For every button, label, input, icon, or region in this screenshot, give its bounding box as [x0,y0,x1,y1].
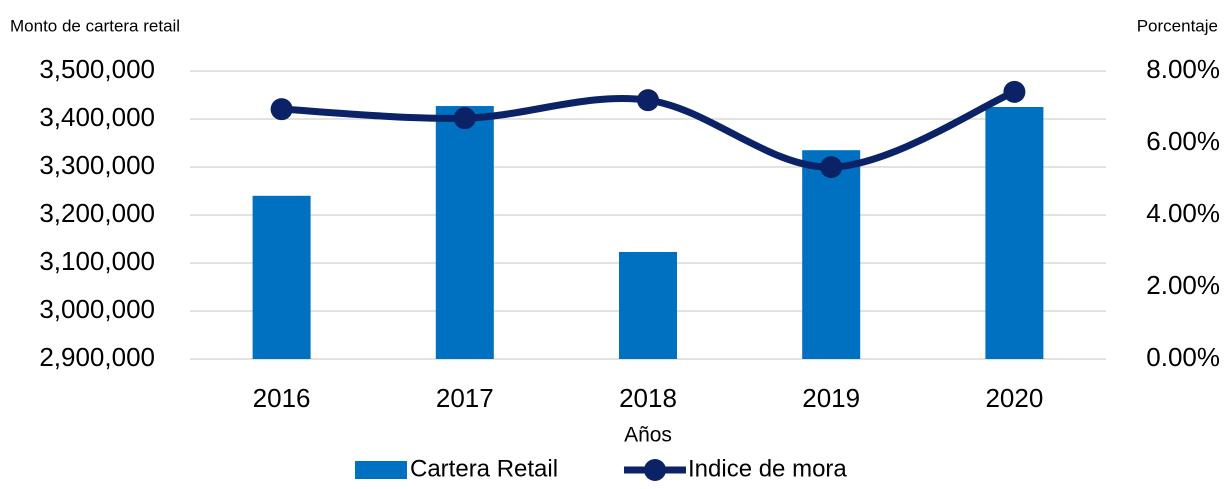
marker [453,107,476,130]
y-tick-label: 3,400,000 [39,102,155,132]
y-tick-label: 3,100,000 [39,246,155,276]
y2-tick-label: 8.00% [1146,54,1220,84]
bar [802,150,861,359]
marker [637,89,659,112]
x-tick-label: 2017 [436,383,494,413]
x-axis-title: Años [624,424,672,447]
bar [619,251,677,359]
bar [435,106,494,359]
x-tick-label: 2016 [253,383,311,413]
y2-tick-label: 2.00% [1146,270,1220,300]
y-tick-label: 3,300,000 [39,150,155,180]
legend-label: Indice de mora [688,455,847,482]
x-tick-label: 2020 [985,383,1043,413]
marker [1003,80,1026,103]
y2-tick-label: 6.00% [1146,126,1220,156]
y-tick-label: 2,900,000 [39,342,155,372]
bar [985,107,1044,359]
legend-label: Cartera Retail [410,455,558,482]
y2-axis-title: Porcentaje [1137,16,1218,35]
y2-tick-label: 0.00% [1146,342,1220,372]
bar [252,195,311,359]
legend-swatch [644,459,666,481]
y-axis-title: Monto de cartera retail [10,16,180,35]
x-tick-label: 2019 [802,383,860,413]
y-tick-label: 3,200,000 [39,198,155,228]
y2-tick-label: 4.00% [1146,198,1220,228]
y-tick-label: 3,000,000 [39,294,155,324]
x-tick-label: 2018 [619,383,677,413]
marker [820,156,843,179]
marker [270,98,293,121]
legend-swatch [355,461,407,479]
y-tick-label: 3,500,000 [39,54,155,84]
